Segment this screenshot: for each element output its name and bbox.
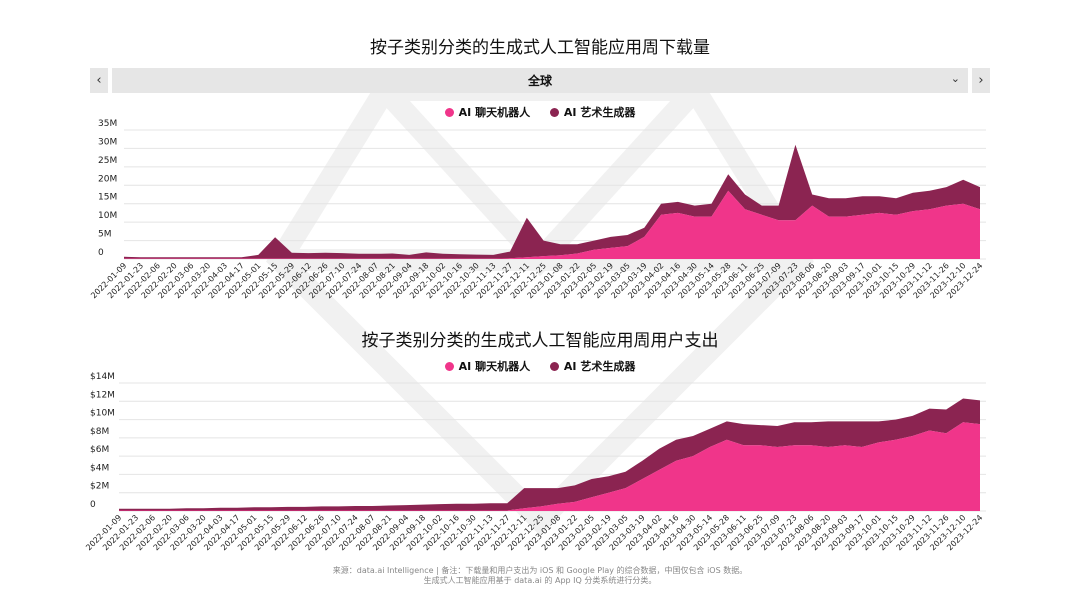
legend-label-art: AI 艺术生成器 bbox=[563, 360, 636, 373]
y-tick-label: 15M bbox=[98, 193, 117, 203]
legend-dot-chatbot bbox=[444, 362, 454, 371]
y-tick-label: 0 bbox=[90, 500, 96, 510]
chevron-right-icon: › bbox=[978, 73, 984, 88]
region-label: 全球 bbox=[527, 74, 552, 88]
y-tick-label: 0 bbox=[98, 248, 104, 258]
area-series-chatbot bbox=[119, 422, 980, 511]
source-line-1: 来源：data.ai Intelligence | 备注：下载量和用户支出为 i… bbox=[332, 566, 748, 575]
chevron-down-icon: ⌄ bbox=[950, 72, 960, 85]
legend-spending: AI 聊天机器人 AI 艺术生成器 bbox=[0, 358, 1080, 374]
y-tick-label: 35M bbox=[98, 119, 117, 129]
chart-title-downloads: 按子类别分类的生成式人工智能应用周下载量 bbox=[370, 38, 710, 58]
legend-label-chatbot: AI 聊天机器人 bbox=[458, 360, 531, 373]
y-tick-label: $4M bbox=[90, 463, 109, 473]
legend-label-chatbot: AI 聊天机器人 bbox=[458, 106, 531, 119]
legend-label-art: AI 艺术生成器 bbox=[563, 106, 636, 119]
y-tick-label: 10M bbox=[98, 211, 117, 221]
legend-item-art: AI 艺术生成器 bbox=[549, 104, 636, 120]
prev-region-button[interactable]: ‹ bbox=[90, 68, 108, 93]
y-tick-label: $2M bbox=[90, 482, 109, 492]
source-line-2: 生成式人工智能应用基于 data.ai 的 App IQ 分类系统进行分类。 bbox=[423, 576, 657, 585]
legend-dot-art bbox=[549, 108, 559, 117]
next-region-button[interactable]: › bbox=[972, 68, 990, 93]
legend-dot-chatbot bbox=[444, 108, 454, 117]
y-tick-label: $8M bbox=[90, 427, 109, 437]
legend-downloads: AI 聊天机器人 AI 艺术生成器 bbox=[0, 104, 1080, 120]
y-tick-label: $12M bbox=[90, 390, 115, 400]
y-tick-label: 20M bbox=[98, 174, 117, 184]
y-tick-label: $14M bbox=[90, 372, 115, 382]
area-series-chatbot bbox=[124, 190, 980, 259]
area-series-art-generator bbox=[124, 144, 980, 259]
legend-dot-art bbox=[549, 362, 559, 371]
chevron-left-icon: ‹ bbox=[96, 73, 102, 88]
y-tick-label: $10M bbox=[90, 409, 115, 419]
legend-item-chatbot: AI 聊天机器人 bbox=[444, 358, 531, 374]
y-tick-label: $6M bbox=[90, 445, 109, 455]
y-tick-label: 30M bbox=[98, 137, 117, 147]
legend-item-chatbot: AI 聊天机器人 bbox=[444, 104, 531, 120]
source-note: 来源：data.ai Intelligence | 备注：下载量和用户支出为 i… bbox=[0, 566, 1080, 586]
region-select[interactable]: 全球 ⌄ bbox=[112, 68, 968, 93]
y-tick-label: 5M bbox=[98, 230, 112, 240]
chart-title-spending: 按子类别分类的生成式人工智能应用周用户支出 bbox=[361, 331, 719, 351]
area-series-art-generator bbox=[119, 398, 980, 511]
y-tick-label: 25M bbox=[98, 156, 117, 166]
legend-item-art: AI 艺术生成器 bbox=[549, 358, 636, 374]
